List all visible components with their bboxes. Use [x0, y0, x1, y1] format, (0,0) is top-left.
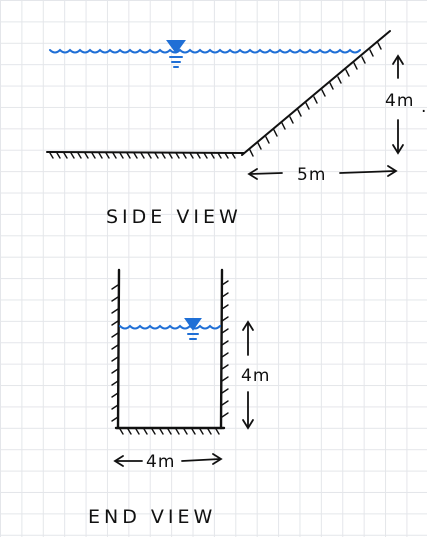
end-right-wall — [219, 268, 229, 430]
side-trailing-mark: . — [421, 97, 427, 117]
end-height-label: 4m — [241, 366, 270, 386]
side-slope — [241, 30, 391, 157]
end-width-arrow — [113, 453, 223, 467]
end-water-surface — [119, 324, 221, 330]
end-view-title: END VIEW — [88, 506, 216, 528]
end-height-arrow — [242, 320, 254, 430]
side-bed-line — [46, 151, 245, 159]
end-water-level-symbol — [184, 318, 202, 340]
side-view: 4m . 5m SIDE VIEW — [46, 30, 427, 228]
side-width-label: 5m — [297, 165, 326, 185]
end-width-label: 4m — [146, 452, 175, 472]
side-width-arrow — [247, 165, 398, 180]
end-view: 4m 4m END VIEW — [88, 268, 270, 528]
end-left-wall — [111, 268, 121, 430]
side-height-label: 4m — [385, 91, 414, 111]
end-bottom — [114, 426, 226, 435]
side-water-level-symbol — [166, 40, 186, 68]
side-height-arrow — [392, 54, 404, 155]
side-water-surface — [49, 48, 361, 54]
side-view-title: SIDE VIEW — [106, 206, 242, 228]
